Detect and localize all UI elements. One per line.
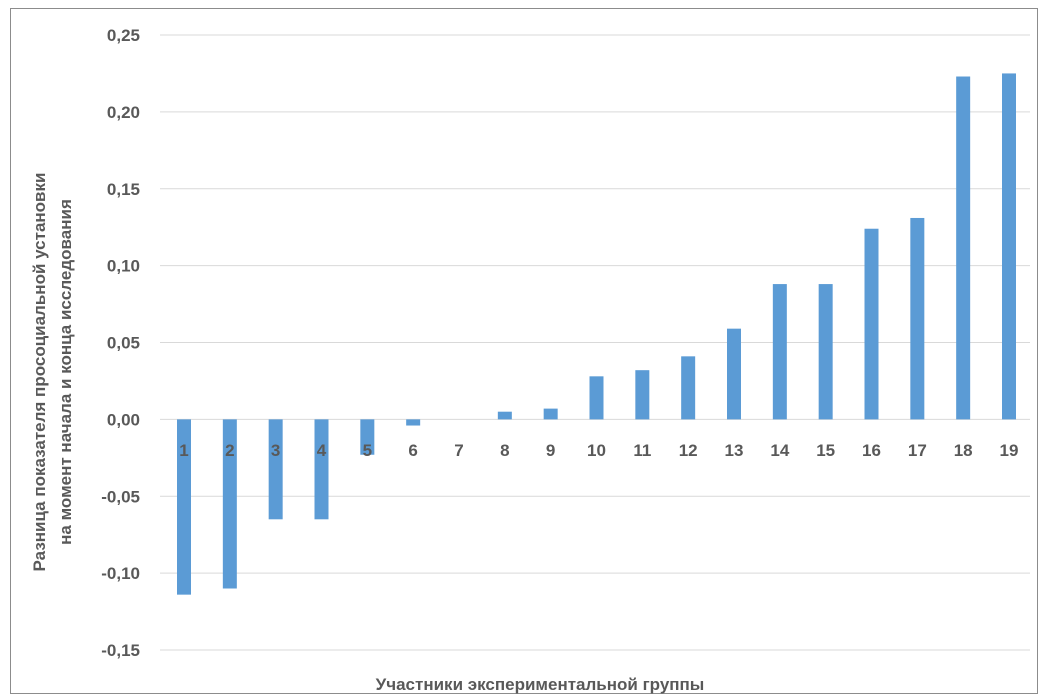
bar-12 bbox=[681, 356, 696, 420]
bar-5 bbox=[360, 419, 375, 455]
x-tick-label: 5 bbox=[363, 441, 372, 460]
x-tick-label: 4 bbox=[317, 441, 327, 460]
y-tick-label: -0,10 bbox=[101, 564, 140, 583]
x-tick-label: 3 bbox=[271, 441, 280, 460]
x-tick-label: 8 bbox=[500, 441, 509, 460]
x-tick-label: 2 bbox=[225, 441, 234, 460]
x-tick-label: 16 bbox=[862, 441, 881, 460]
x-tick-label: 17 bbox=[908, 441, 927, 460]
x-tick-label: 1 bbox=[179, 441, 188, 460]
bar-11 bbox=[635, 370, 650, 420]
y-tick-label: -0,05 bbox=[101, 487, 140, 506]
y-axis-title: Разница показателя просоциальной установ… bbox=[30, 173, 75, 572]
x-tick-label: 12 bbox=[679, 441, 698, 460]
bar-10 bbox=[589, 376, 604, 420]
bar-14 bbox=[772, 284, 787, 420]
x-axis-title: Участники экспериментальной группы bbox=[376, 675, 705, 694]
y-tick-label: 0,05 bbox=[107, 334, 140, 353]
x-tick-label: 19 bbox=[1000, 441, 1019, 460]
x-tick-label: 14 bbox=[770, 441, 789, 460]
bars bbox=[177, 73, 1016, 595]
bar-18 bbox=[956, 76, 971, 420]
x-tick-label: 9 bbox=[546, 441, 555, 460]
bar-15 bbox=[818, 284, 833, 420]
x-tick-label: 18 bbox=[954, 441, 973, 460]
x-tick-label: 13 bbox=[725, 441, 744, 460]
gridlines bbox=[160, 34, 1030, 651]
y-tick-label: -0,15 bbox=[101, 641, 140, 660]
x-tick-label: 11 bbox=[633, 441, 651, 460]
y-tick-label: 0,20 bbox=[107, 103, 140, 122]
bar-4 bbox=[314, 419, 329, 520]
x-tick-label: 10 bbox=[587, 441, 606, 460]
y-tick-labels: 0,25 0,20 0,15 0,10 0,05 0,00 -0,05 -0,10 -0,15 bbox=[101, 26, 140, 660]
x-tick-label: 6 bbox=[408, 441, 417, 460]
x-tick-labels: 1 2 3 4 5 6 7 8 9 10 11 12 13 14 15 16 17 18 19 bbox=[179, 441, 1018, 460]
y-tick-label: 0,10 bbox=[107, 257, 140, 276]
bar-8 bbox=[497, 411, 512, 420]
chart-frame bbox=[10, 8, 1038, 694]
y-axis-title-line-2: на момент начала и конца исследования bbox=[56, 199, 75, 545]
y-tick-label: 0,15 bbox=[107, 180, 140, 199]
bar-17 bbox=[910, 217, 925, 420]
bar-6 bbox=[406, 419, 421, 426]
bar-16 bbox=[864, 228, 879, 420]
bar-2 bbox=[222, 419, 237, 589]
y-tick-label: 0,00 bbox=[107, 410, 140, 429]
x-tick-label: 7 bbox=[454, 441, 463, 460]
y-tick-label: 0,25 bbox=[107, 26, 140, 45]
y-axis-title-line-1: Разница показателя просоциальной установ… bbox=[30, 173, 49, 572]
bar-3 bbox=[268, 419, 283, 520]
bar-1 bbox=[177, 419, 191, 595]
x-tick-label: 15 bbox=[816, 441, 835, 460]
bar-9 bbox=[543, 408, 558, 420]
bar-13 bbox=[727, 328, 741, 420]
bar-19 bbox=[1002, 73, 1016, 420]
